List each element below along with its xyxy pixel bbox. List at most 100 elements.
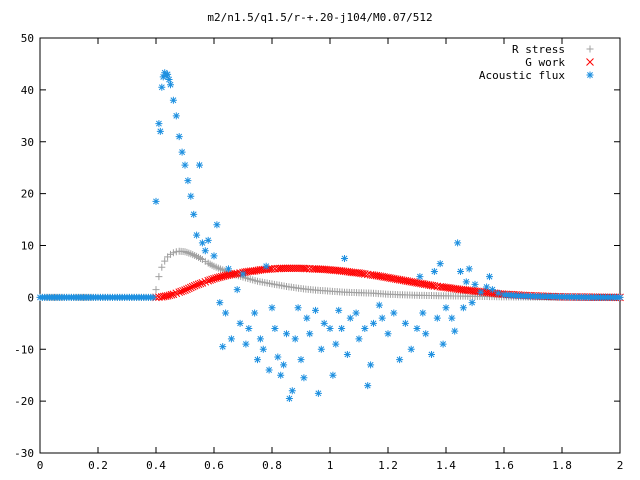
data-point: [317, 345, 325, 353]
data-point: [326, 325, 334, 332]
data-point: [187, 192, 195, 200]
data-point: [161, 257, 169, 265]
data-point: [169, 96, 177, 104]
data-point: [185, 284, 193, 293]
data-point: [265, 366, 273, 374]
x-tick-label: 0.2: [88, 459, 108, 472]
y-tick-label: 20: [21, 188, 34, 201]
data-point: [262, 262, 270, 270]
data-point: [294, 304, 302, 312]
data-point: [167, 81, 174, 89]
data-point: [167, 290, 176, 299]
data-point: [198, 256, 206, 264]
data-point: [204, 236, 212, 244]
data-point: [236, 319, 244, 327]
data-point: [407, 345, 415, 353]
data-point: [169, 249, 177, 257]
data-point: [384, 330, 392, 338]
data-point: [289, 264, 298, 273]
y-tick-label: -30: [14, 447, 34, 460]
data-point: [378, 314, 386, 322]
data-point: [329, 371, 337, 379]
data-point: [242, 340, 250, 348]
plot-frame: [39, 37, 621, 454]
data-point: [288, 387, 296, 395]
data-point: [279, 264, 288, 273]
data-point: [364, 382, 372, 390]
data-point: [465, 265, 473, 273]
data-point: [302, 264, 311, 273]
data-point: [165, 76, 173, 83]
legend-marker: [586, 58, 594, 66]
data-point: [186, 283, 195, 292]
data-point: [486, 273, 493, 281]
data-point: [468, 299, 476, 307]
data-point: [213, 221, 221, 229]
data-point: [295, 264, 303, 273]
data-point: [281, 264, 290, 273]
data-point: [271, 325, 279, 332]
y-tick-label: 30: [21, 136, 34, 149]
data-point: [201, 247, 209, 255]
axes-layer: 0 0.2 0.4 0.6 0.8 1 1.2 1.4 1.6 1.8 2 -30 -20 -10 0 10 2…: [14, 32, 623, 472]
data-point: [396, 356, 404, 364]
data-point: [352, 309, 360, 317]
data-point: [222, 309, 230, 317]
data-point: [183, 285, 191, 294]
data-point: [216, 299, 224, 307]
data-point: [370, 319, 377, 327]
data-point: [283, 330, 290, 338]
data-point: [245, 325, 253, 332]
data-point: [361, 325, 369, 332]
x-tick-label: 0.8: [262, 459, 282, 472]
data-point: [291, 264, 300, 273]
data-point: [401, 319, 409, 327]
data-point: [477, 288, 485, 296]
data-point: [416, 273, 424, 281]
data-point: [190, 210, 198, 218]
data-point: [343, 350, 351, 358]
data-point: [335, 306, 343, 314]
data-point: [314, 389, 322, 397]
data-point: [201, 277, 210, 286]
data-point: [433, 314, 441, 322]
data-point: [167, 250, 174, 258]
data-point: [158, 83, 166, 91]
data-point: [172, 289, 181, 298]
data-point: [390, 309, 398, 317]
data-point: [268, 304, 276, 312]
chart-title: m2/n1.5/q1.5/r-+.20-j104/M0.07/512: [207, 11, 432, 24]
data-point: [193, 231, 201, 239]
data-point: [158, 263, 166, 271]
data-point: [483, 283, 491, 291]
data-point: [451, 327, 459, 335]
data-point: [616, 293, 624, 301]
data-point: [225, 265, 232, 273]
data-point: [190, 281, 199, 290]
data-point: [419, 309, 427, 317]
data-point: [251, 309, 259, 317]
data-point: [430, 267, 438, 275]
data-point: [152, 286, 160, 294]
data-point: [459, 304, 467, 312]
data-point: [422, 330, 430, 338]
data-point: [181, 161, 189, 169]
data-point: [462, 278, 470, 286]
x-tick-label: 1: [327, 459, 334, 472]
data-point: [413, 325, 421, 332]
data-point: [181, 286, 189, 294]
data-point: [457, 267, 464, 275]
data-point: [439, 340, 447, 348]
data-point: [355, 335, 363, 343]
data-point: [196, 279, 205, 288]
data-point: [375, 301, 383, 309]
data-point: [196, 161, 203, 169]
data-point: [436, 260, 444, 268]
data-point: [155, 273, 163, 281]
x-tick-label: 0.6: [204, 459, 224, 472]
data-point: [312, 306, 319, 314]
x-tick-label: 0: [37, 459, 44, 472]
data-point: [442, 304, 450, 312]
